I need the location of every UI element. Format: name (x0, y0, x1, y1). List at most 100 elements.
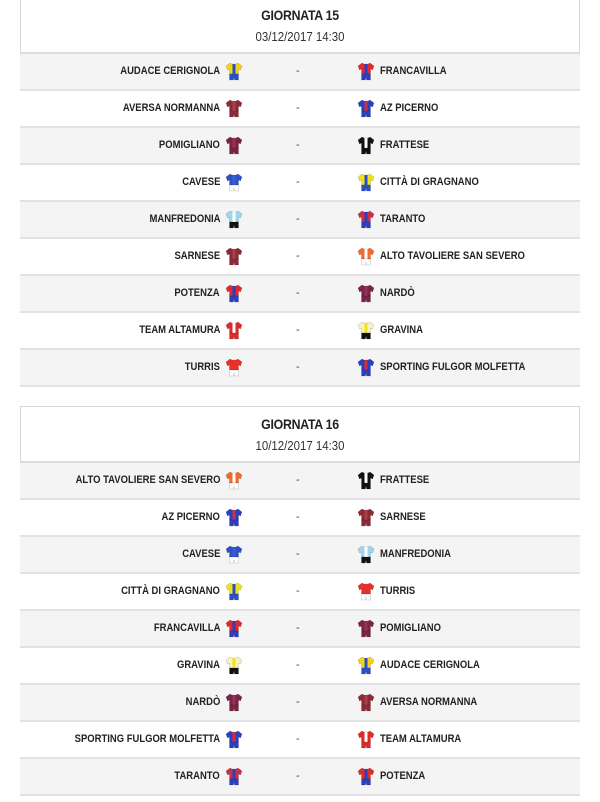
home-team-jersey-icon (225, 582, 243, 601)
match-row[interactable]: TARANTO - POTENZA (20, 759, 580, 796)
match-row[interactable]: SARNESE - ALTO TAVOLIERE SAN SEVERO (20, 239, 580, 276)
home-team-jersey-icon (225, 173, 243, 192)
score-separator: - (296, 733, 300, 745)
home-team-name: POTENZA (174, 287, 220, 299)
home-team-name: TARANTO (174, 770, 220, 782)
score-separator: - (296, 585, 300, 597)
home-team-jersey-icon (225, 321, 243, 340)
home-team-jersey-icon (225, 545, 243, 564)
away-team-name: AZ PICERNO (380, 102, 439, 114)
score-separator: - (296, 474, 300, 486)
score-separator: - (296, 622, 300, 634)
home-team-jersey-icon (225, 136, 243, 155)
score-separator: - (296, 659, 300, 671)
match-row[interactable]: CAVESE - CITTÀ DI GRAGNANO (20, 165, 580, 202)
away-team-name: TURRIS (380, 585, 416, 597)
away-team-name: AUDACE CERIGNOLA (380, 659, 480, 671)
home-team-jersey-icon (225, 99, 243, 118)
score-separator: - (296, 324, 300, 336)
home-team-name: CAVESE (181, 176, 220, 188)
round-date: 03/12/2017 14:30 (255, 29, 345, 44)
away-team-name: NARDÒ (380, 287, 415, 299)
round-date: 10/12/2017 14:30 (255, 438, 345, 453)
away-team-jersey-icon (357, 471, 375, 490)
away-team-jersey-icon (357, 136, 375, 155)
match-row[interactable]: FRANCAVILLA - POMIGLIANO (20, 611, 580, 648)
away-team-jersey-icon (357, 730, 375, 749)
match-row[interactable]: SPORTING FULGOR MOLFETTA - TEAM ALTAMURA (20, 722, 580, 759)
away-team-jersey-icon (357, 321, 375, 340)
match-row[interactable]: CAVESE - MANFREDONIA (20, 537, 580, 574)
away-team-jersey-icon (357, 247, 375, 266)
home-team-jersey-icon (225, 210, 243, 229)
score-separator: - (296, 65, 300, 77)
home-team-jersey-icon (225, 767, 243, 786)
away-team-jersey-icon (357, 693, 375, 712)
home-team-jersey-icon (225, 358, 243, 377)
match-row[interactable]: POMIGLIANO - FRATTESE (20, 128, 580, 165)
match-list: AUDACE CERIGNOLA - FRANCAVILLA AVERSA NO… (20, 54, 580, 387)
home-team-name: GRAVINA (177, 659, 220, 671)
round-title: GIORNATA 16 (261, 416, 339, 432)
home-team-name: AUDACE CERIGNOLA (120, 65, 220, 77)
score-separator: - (296, 287, 300, 299)
match-row[interactable]: CITTÀ DI GRAGNANO - TURRIS (20, 574, 580, 611)
round-title: GIORNATA 15 (261, 7, 339, 23)
away-team-jersey-icon (357, 767, 375, 786)
home-team-name: CAVESE (181, 548, 220, 560)
score-separator: - (296, 176, 300, 188)
away-team-jersey-icon (357, 210, 375, 229)
away-team-name: TARANTO (380, 213, 426, 225)
away-team-name: FRATTESE (380, 474, 430, 486)
home-team-jersey-icon (225, 508, 243, 527)
score-separator: - (296, 548, 300, 560)
away-team-jersey-icon (357, 173, 375, 192)
home-team-name: MANFREDONIA (149, 213, 220, 225)
home-team-jersey-icon (225, 471, 243, 490)
score-separator: - (296, 770, 300, 782)
away-team-name: FRATTESE (380, 139, 430, 151)
match-row[interactable]: NARDÒ - AVERSA NORMANNA (20, 685, 580, 722)
match-row[interactable]: ALTO TAVOLIERE SAN SEVERO - FRATTESE (20, 463, 580, 500)
home-team-name: TURRIS (184, 361, 220, 373)
away-team-name: AVERSA NORMANNA (380, 696, 478, 708)
away-team-name: GRAVINA (380, 324, 423, 336)
match-row[interactable]: TEAM ALTAMURA - GRAVINA (20, 313, 580, 350)
match-row[interactable]: AZ PICERNO - SARNESE (20, 500, 580, 537)
home-team-name: SPORTING FULGOR MOLFETTA (74, 733, 220, 745)
home-team-jersey-icon (225, 247, 243, 266)
match-row[interactable]: AVERSA NORMANNA - AZ PICERNO (20, 91, 580, 128)
away-team-name: ALTO TAVOLIERE SAN SEVERO (380, 250, 525, 262)
match-row[interactable]: MANFREDONIA - TARANTO (20, 202, 580, 239)
match-row[interactable]: AUDACE CERIGNOLA - FRANCAVILLA (20, 54, 580, 91)
away-team-name: CITTÀ DI GRAGNANO (380, 176, 479, 188)
home-team-name: AVERSA NORMANNA (122, 102, 220, 114)
round-header: GIORNATA 15 03/12/2017 14:30 (20, 0, 580, 54)
away-team-jersey-icon (357, 284, 375, 303)
match-row[interactable]: TURRIS - SPORTING FULGOR MOLFETTA (20, 350, 580, 387)
match-row[interactable]: GRAVINA - AUDACE CERIGNOLA (20, 648, 580, 685)
match-row[interactable]: POTENZA - NARDÒ (20, 276, 580, 313)
away-team-name: SPORTING FULGOR MOLFETTA (380, 361, 526, 373)
score-separator: - (296, 139, 300, 151)
score-separator: - (296, 696, 300, 708)
away-team-name: POTENZA (380, 770, 426, 782)
score-separator: - (296, 511, 300, 523)
score-separator: - (296, 250, 300, 262)
score-separator: - (296, 213, 300, 225)
home-team-jersey-icon (225, 62, 243, 81)
home-team-name: NARDÒ (185, 696, 220, 708)
round-card: GIORNATA 15 03/12/2017 14:30 AUDACE CERI… (20, 0, 580, 387)
away-team-name: TEAM ALTAMURA (380, 733, 462, 745)
home-team-name: SARNESE (174, 250, 220, 262)
away-team-name: POMIGLIANO (380, 622, 441, 634)
match-list: ALTO TAVOLIERE SAN SEVERO - FRATTESE AZ … (20, 463, 580, 796)
home-team-jersey-icon (225, 693, 243, 712)
home-team-name: TEAM ALTAMURA (138, 324, 220, 336)
away-team-jersey-icon (357, 508, 375, 527)
home-team-jersey-icon (225, 656, 243, 675)
home-team-name: ALTO TAVOLIERE SAN SEVERO (75, 474, 220, 486)
away-team-jersey-icon (357, 619, 375, 638)
away-team-jersey-icon (357, 358, 375, 377)
home-team-name: CITTÀ DI GRAGNANO (121, 585, 220, 597)
